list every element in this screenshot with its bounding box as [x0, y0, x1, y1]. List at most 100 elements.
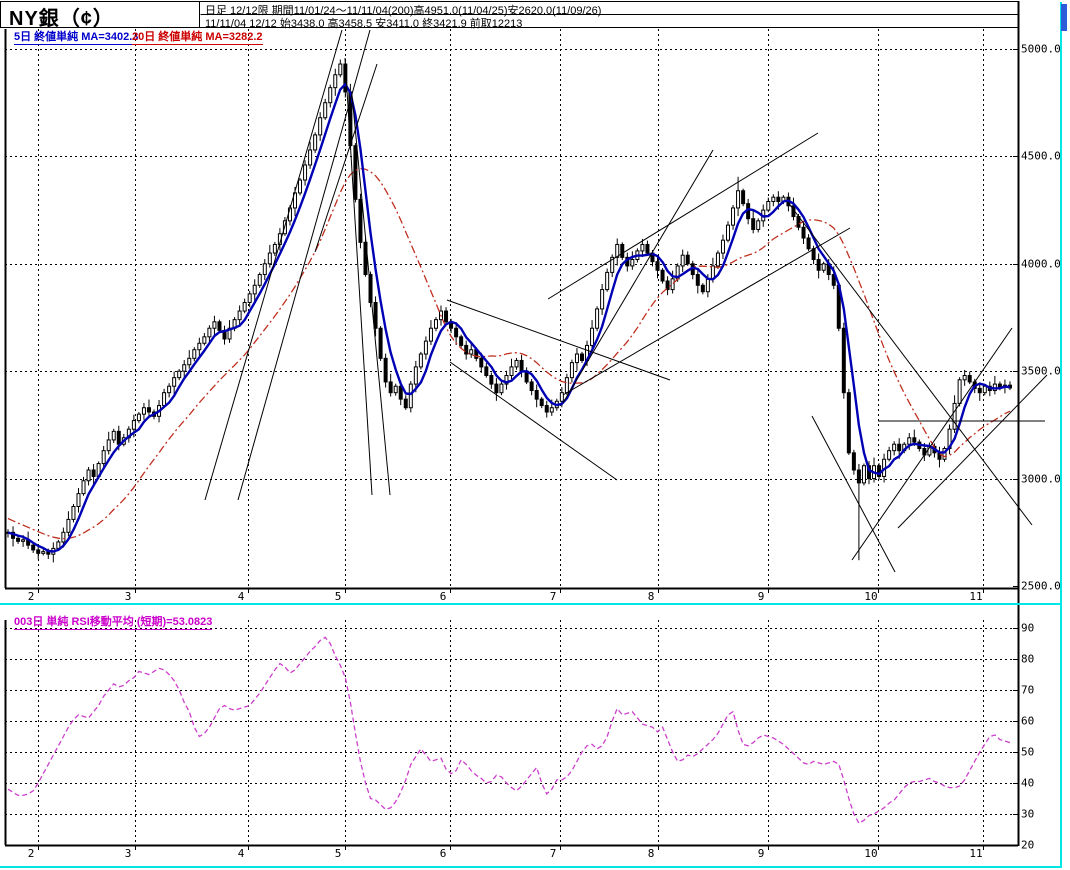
candle-body: [489, 374, 494, 385]
month-axis-label: 9: [758, 590, 765, 603]
candle-body: [141, 407, 146, 415]
candle-body: [469, 349, 474, 355]
candle-body: [388, 381, 393, 394]
rsi-axis-label: 30: [1021, 808, 1034, 821]
candle-body: [338, 63, 343, 76]
candle-body: [464, 344, 469, 355]
candle-body: [897, 443, 902, 452]
candle-body: [136, 413, 141, 422]
candle-body: [116, 430, 121, 445]
candle-body: [590, 327, 595, 346]
price-axis-label: 4500.0: [1021, 150, 1061, 163]
candle-body: [957, 379, 962, 404]
scrollbar-thumb[interactable]: [1061, 4, 1067, 31]
ma20-legend[interactable]: 20日 終値単純 MA=3282.2: [132, 28, 263, 45]
candle-body: [444, 310, 449, 323]
candle-body: [539, 398, 544, 407]
candle-body: [413, 366, 418, 385]
candle-body: [333, 74, 338, 89]
candle-body: [559, 392, 564, 402]
header-info-line1: 日足 12/12限 期間11/01/24～11/11/04(200)高4951.…: [205, 5, 602, 17]
candle-body: [700, 284, 705, 293]
candle-body: [323, 102, 328, 119]
trendline-sep-downtrend-long: [789, 204, 1033, 526]
candle-body: [660, 269, 665, 282]
candle-body: [41, 551, 46, 554]
candle-body: [71, 506, 76, 520]
rsi-axis-label: 80: [1021, 653, 1034, 666]
trendline-jul-sep-channel-lower: [562, 227, 851, 396]
trendline-apr-accel-trend-3: [314, 63, 378, 253]
candle-body: [423, 340, 428, 355]
trendline-sep-downtrend-steep: [811, 415, 896, 573]
candle-body: [514, 359, 519, 368]
candle-body: [494, 383, 499, 394]
candle-body: [640, 243, 645, 252]
instrument-title: NY銀（¢）: [9, 8, 114, 30]
candle-body: [363, 241, 368, 276]
candle-body: [358, 198, 363, 243]
candle-body: [187, 357, 192, 366]
candle-body: [313, 134, 318, 151]
rsi-month-label: 7: [550, 847, 557, 860]
candle-body: [21, 539, 26, 542]
candle-body: [892, 443, 897, 452]
rsi-month-label: 5: [335, 847, 342, 860]
candle-body: [534, 390, 539, 400]
price-axis-label: 3000.0: [1021, 473, 1061, 486]
candle-body: [459, 336, 464, 346]
candle-body: [519, 359, 524, 372]
candle-body: [821, 263, 826, 271]
candle-body: [202, 336, 207, 344]
candle-body: [615, 243, 620, 258]
candle-body: [66, 518, 71, 533]
candle-body: [403, 398, 408, 409]
candle-body: [237, 310, 242, 321]
month-axis-label: 7: [550, 590, 557, 603]
candle-body: [172, 377, 177, 387]
rsi-axis-label: 90: [1021, 622, 1034, 635]
price-axis-label: 2500.0: [1021, 580, 1061, 593]
candle-body: [695, 274, 700, 286]
candle-body: [31, 544, 36, 551]
candle-body: [56, 541, 61, 549]
bottom-border-line: [0, 866, 1062, 868]
candle-body: [595, 308, 600, 329]
candle-body: [776, 196, 781, 203]
month-axis-label: 10: [864, 590, 877, 603]
rsi-axis-label: 20: [1021, 839, 1034, 852]
candle-body: [378, 327, 383, 359]
ma5-legend[interactable]: 5日 終値単純 MA=3402.3: [14, 28, 139, 45]
candle-body: [408, 383, 413, 409]
rsi-legend[interactable]: 003日 単純 RSI移動平均 (短期)=53.0823: [14, 613, 213, 630]
trendline-oct-uptrend-2: [897, 374, 1048, 529]
panel-separator-line[interactable]: [0, 603, 1062, 605]
month-axis-label: 4: [238, 590, 245, 603]
candle-body: [665, 280, 670, 291]
candle-body: [741, 190, 746, 205]
candle-body: [967, 374, 972, 383]
trendline-jun-channel-lower: [449, 361, 618, 481]
rsi-axis-label: 40: [1021, 777, 1034, 790]
candle-body: [318, 117, 323, 136]
candle-body: [428, 327, 433, 342]
header-info-line2: 11/11/04 12/12 始3438.0 高3458.5 安3411.0 終…: [205, 18, 523, 30]
candle-body: [272, 243, 277, 254]
candle-body: [192, 349, 197, 359]
candle-body: [645, 243, 650, 254]
candle-body: [81, 480, 86, 495]
trendline-may-crash-fan-1: [344, 57, 373, 496]
candle-body: [907, 437, 912, 445]
trendline-jul-sep-channel-upper: [547, 132, 819, 300]
candle-body: [373, 301, 378, 329]
candle-body: [685, 254, 690, 265]
candle-body: [267, 252, 272, 265]
candle-body: [861, 465, 866, 484]
candle-body: [298, 179, 303, 194]
candle-body: [16, 537, 21, 542]
candle-body: [801, 226, 806, 239]
candle-body: [328, 87, 333, 104]
trendline-oct-uptrend-1: [851, 327, 1013, 561]
